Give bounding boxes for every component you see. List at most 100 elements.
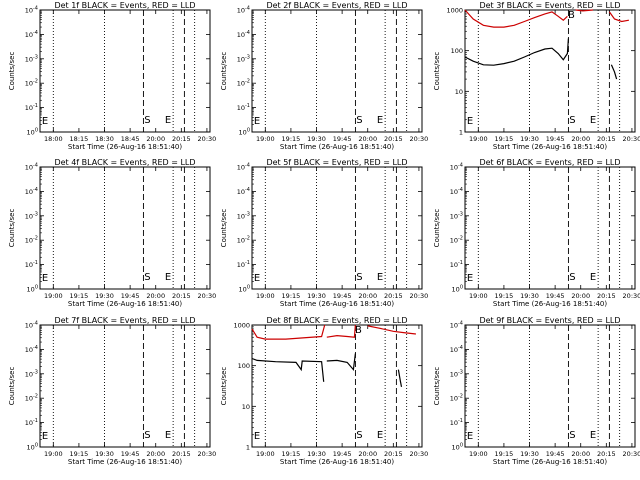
events-series-line: [610, 64, 618, 80]
lld-series-line: [326, 324, 356, 338]
x-tick-label: 20:15: [597, 450, 616, 458]
left-edge-marker: E: [42, 116, 48, 127]
x-tick-label: 19:00: [469, 135, 488, 143]
x-tick-label: 20:15: [172, 135, 191, 143]
y-tick-label: 10-3: [450, 211, 463, 220]
y-tick-label: 100: [238, 362, 250, 370]
x-tick-label: 19:45: [546, 292, 565, 300]
x-tick-label: 19:30: [307, 292, 326, 300]
left-edge-marker: E: [254, 116, 260, 127]
y-tick-label: 10-4: [237, 30, 250, 39]
x-tick-label: 19:00: [44, 450, 63, 458]
e-marker-label: E: [165, 272, 171, 283]
x-axis-label: Start Time (26-Aug-16 18:51:40): [493, 143, 607, 151]
plot-frame: [251, 166, 423, 290]
detector-panel-6: Det 6f BLACK = Events, RED = LLD 100 10-1 1…: [433, 158, 640, 308]
lld-series-line: [251, 324, 326, 340]
y-tick-label: 100: [452, 285, 463, 294]
panel-title: Det 5f BLACK = Events, RED = LLD: [266, 158, 407, 167]
y-tick-label: 10-2: [450, 394, 463, 403]
x-tick-label: 18:00: [44, 135, 63, 143]
left-edge-marker: E: [467, 273, 473, 284]
events-series-line: [326, 353, 356, 372]
panel-title: Det 6f BLACK = Events, RED = LLD: [479, 158, 620, 167]
y-tick-label: 10-4: [25, 30, 38, 39]
y-tick-label: 100: [239, 128, 250, 137]
x-tick-label: 18:30: [95, 135, 114, 143]
x-tick-label: 19:00: [469, 292, 488, 300]
plot-frame: [251, 324, 423, 448]
e-marker-label: E: [377, 430, 383, 441]
s-marker-label: S: [144, 430, 150, 441]
plot-frame: [464, 9, 636, 133]
detector-panel-8: Det 8f BLACK = Events, RED = LLD 1 10 100 10…: [220, 316, 428, 466]
x-tick-label: 20:00: [571, 450, 590, 458]
x-tick-label: 19:45: [333, 292, 352, 300]
y-tick-label: 10-2: [450, 236, 463, 245]
x-tick-label: 19:30: [95, 292, 114, 300]
x-tick-label: 19:15: [495, 450, 514, 458]
x-tick-label: 19:00: [256, 135, 275, 143]
detector-panel-9: Det 9f BLACK = Events, RED = LLD 100 10-1 1…: [433, 316, 640, 466]
panel-title: Det 4f BLACK = Events, RED = LLD: [54, 158, 195, 167]
x-tick-label: 19:15: [282, 292, 301, 300]
x-axis-label: Start Time (26-Aug-16 18:51:40): [280, 300, 394, 308]
x-tick-label: 19:15: [495, 135, 514, 143]
x-tick-label: 19:45: [121, 450, 140, 458]
e-marker-label: E: [590, 430, 596, 441]
x-tick-label: 20:30: [410, 135, 429, 143]
s-marker-label: S: [356, 430, 362, 441]
x-tick-label: 19:15: [495, 292, 514, 300]
x-tick-label: 20:15: [172, 450, 191, 458]
y-tick-label: 10-2: [25, 79, 38, 88]
y-tick-label: 10-3: [25, 369, 38, 378]
x-tick-label: 19:30: [520, 292, 539, 300]
lld-series-line: [575, 9, 594, 12]
x-tick-label: 20:30: [198, 450, 217, 458]
e-marker-label: E: [377, 115, 383, 126]
y-axis-label: Counts/sec: [8, 52, 16, 91]
y-tick-label: 10-3: [450, 369, 463, 378]
y-axis-label: Counts/sec: [220, 209, 228, 248]
e-marker-label: E: [590, 272, 596, 283]
x-tick-label: 20:30: [410, 292, 429, 300]
y-tick-label: 1: [246, 444, 250, 452]
x-axis-label: Start Time (26-Aug-16 18:51:40): [68, 143, 182, 151]
x-tick-label: 19:45: [121, 292, 140, 300]
y-tick-label: 100: [239, 285, 250, 294]
events-series-line: [464, 38, 569, 66]
y-tick-label: 10-1: [450, 418, 463, 427]
y-tick-label: 100: [451, 47, 463, 55]
e-marker-label: E: [165, 115, 171, 126]
events-series-line: [251, 357, 325, 382]
e-marker-label: E: [165, 430, 171, 441]
s-marker-label: S: [569, 430, 575, 441]
x-tick-label: 19:30: [307, 135, 326, 143]
y-tick-label: 10-4: [25, 321, 38, 330]
x-tick-label: 20:30: [623, 292, 640, 300]
left-edge-marker: E: [42, 431, 48, 442]
x-tick-label: 19:45: [333, 450, 352, 458]
y-tick-label: 10-4: [25, 6, 38, 15]
s-marker-label: S: [144, 272, 150, 283]
y-tick-label: 100: [452, 443, 463, 452]
x-axis-label: Start Time (26-Aug-16 18:51:40): [493, 300, 607, 308]
x-tick-label: 19:15: [70, 450, 89, 458]
y-tick-label: 10-2: [237, 236, 250, 245]
b-marker-label: B: [355, 325, 362, 336]
plot-frame: [39, 9, 211, 133]
y-tick-label: 100: [27, 285, 38, 294]
x-tick-label: 20:00: [571, 135, 590, 143]
x-tick-label: 20:00: [146, 292, 165, 300]
x-tick-label: 19:00: [256, 292, 275, 300]
panel-title: Det 2f BLACK = Events, RED = LLD: [266, 1, 407, 10]
x-tick-label: 20:00: [146, 135, 165, 143]
x-tick-label: 18:15: [70, 135, 89, 143]
x-axis-label: Start Time (26-Aug-16 18:51:40): [280, 458, 394, 466]
y-tick-label: 10-3: [237, 54, 250, 63]
x-tick-label: 20:15: [597, 292, 616, 300]
x-axis-label: Start Time (26-Aug-16 18:51:40): [280, 143, 394, 151]
panel-title: Det 8f BLACK = Events, RED = LLD: [266, 316, 407, 325]
x-tick-label: 20:15: [597, 135, 616, 143]
